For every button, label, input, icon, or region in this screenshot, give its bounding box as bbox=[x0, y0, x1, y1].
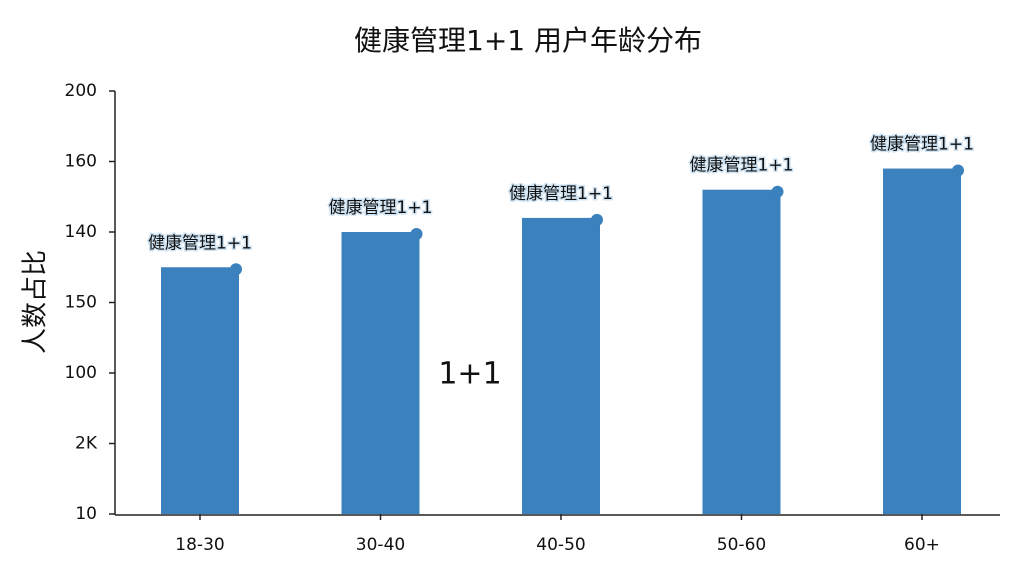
x-tick-label: 50-60 bbox=[717, 535, 766, 555]
bar bbox=[341, 232, 420, 514]
y-tick-label: 100 bbox=[65, 363, 97, 383]
bar-marker bbox=[952, 164, 964, 177]
y-tick-label: 2K bbox=[75, 434, 98, 454]
bar-label: 健康管理1+1 bbox=[329, 198, 433, 218]
x-tick-label: 40-50 bbox=[536, 535, 585, 555]
bar bbox=[702, 189, 781, 514]
bar bbox=[522, 217, 600, 514]
bar-marker bbox=[410, 228, 423, 240]
y-axis-label: 人数占比 bbox=[21, 250, 51, 354]
y-tick-label: 150 bbox=[65, 293, 97, 313]
y-tick-label: 160 bbox=[65, 152, 97, 172]
bar-marker bbox=[230, 263, 242, 276]
chart-title: 健康管理1+1 用户年龄分布 bbox=[354, 24, 702, 57]
bar-label: 健康管理1+1 bbox=[509, 184, 613, 204]
x-tick-label: 60+ bbox=[904, 535, 940, 555]
annotation: 1+1 bbox=[438, 357, 501, 392]
x-tick-label: 30-40 bbox=[356, 535, 405, 555]
bar-marker bbox=[591, 213, 603, 226]
y-tick-label: 10 bbox=[75, 504, 97, 524]
bar bbox=[883, 168, 961, 515]
bar-label: 健康管理1+1 bbox=[690, 156, 794, 176]
y-tick-label: 200 bbox=[65, 81, 97, 101]
x-tick-label: 18-30 bbox=[175, 535, 224, 555]
bar-label: 健康管理1+1 bbox=[870, 135, 974, 155]
bar-marker bbox=[771, 185, 784, 198]
bar bbox=[161, 267, 239, 514]
y-tick-label: 140 bbox=[65, 222, 97, 242]
bar-label: 健康管理1+1 bbox=[148, 233, 252, 253]
